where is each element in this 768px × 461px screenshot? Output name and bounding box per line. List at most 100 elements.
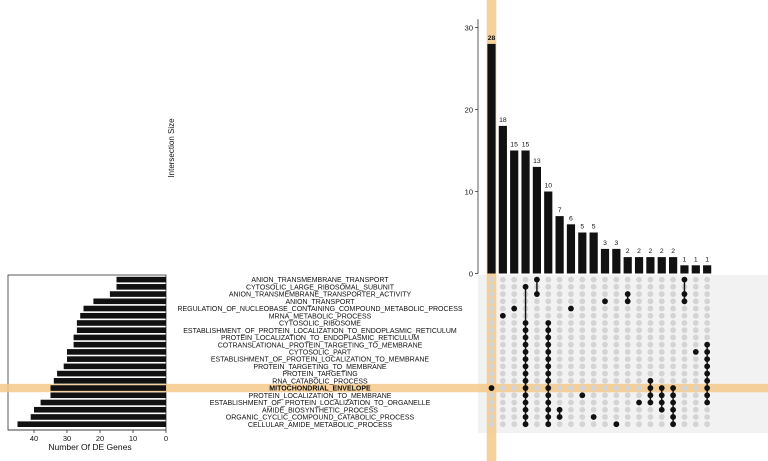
matrix-empty-dot bbox=[647, 406, 654, 413]
matrix-empty-dot bbox=[658, 370, 665, 377]
matrix-active-dot bbox=[624, 291, 631, 297]
matrix-active-dot bbox=[692, 349, 699, 355]
matrix-empty-dot bbox=[658, 298, 665, 305]
matrix-empty-dot bbox=[647, 356, 654, 363]
intersection-bar bbox=[532, 166, 541, 274]
matrix-empty-dot bbox=[636, 356, 642, 363]
matrix-active-dot bbox=[545, 385, 552, 391]
set-size-bar bbox=[34, 406, 166, 413]
matrix-empty-dot bbox=[488, 399, 495, 406]
intersection-bar-label: 28 bbox=[488, 35, 496, 42]
matrix-empty-dot bbox=[511, 298, 518, 305]
matrix-empty-dot bbox=[602, 392, 608, 399]
matrix-active-dot bbox=[579, 392, 586, 399]
matrix-empty-dot bbox=[568, 356, 574, 363]
matrix-empty-dot bbox=[488, 312, 495, 319]
matrix-empty-dot bbox=[590, 399, 597, 406]
matrix-active-dot bbox=[670, 385, 676, 391]
matrix-empty-dot bbox=[658, 341, 665, 348]
matrix-empty-dot bbox=[602, 276, 608, 283]
matrix-empty-dot bbox=[692, 370, 699, 377]
matrix-active-dot bbox=[545, 320, 552, 326]
matrix-active-dot bbox=[658, 392, 665, 399]
matrix-active-dot bbox=[670, 399, 676, 406]
matrix-empty-dot bbox=[636, 421, 642, 428]
matrix-empty-dot bbox=[658, 356, 665, 363]
matrix-empty-dot bbox=[636, 320, 642, 326]
matrix-active-dot bbox=[647, 392, 654, 399]
matrix-empty-dot bbox=[579, 283, 586, 290]
set-size-bar bbox=[116, 284, 166, 290]
matrix-empty-dot bbox=[692, 283, 699, 290]
matrix-empty-dot bbox=[556, 320, 563, 326]
intersection-bar bbox=[669, 257, 678, 274]
matrix-empty-dot bbox=[499, 392, 506, 399]
matrix-empty-dot bbox=[488, 305, 495, 312]
matrix-empty-dot bbox=[602, 414, 608, 420]
matrix-active-dot bbox=[522, 327, 529, 334]
matrix-empty-dot bbox=[704, 334, 711, 341]
matrix-empty-dot bbox=[613, 291, 620, 297]
matrix-empty-dot bbox=[488, 377, 495, 384]
matrix-empty-dot bbox=[624, 341, 631, 348]
matrix-empty-dot bbox=[534, 399, 540, 406]
matrix-empty-dot bbox=[624, 276, 631, 283]
matrix-empty-dot bbox=[704, 298, 711, 305]
matrix-empty-dot bbox=[692, 363, 699, 370]
matrix-empty-dot bbox=[534, 392, 540, 399]
matrix-empty-dot bbox=[488, 334, 495, 341]
matrix-empty-dot bbox=[636, 392, 642, 399]
matrix-empty-dot bbox=[534, 377, 540, 384]
matrix-empty-dot bbox=[613, 298, 620, 305]
matrix-empty-dot bbox=[499, 399, 506, 406]
matrix-empty-dot bbox=[499, 320, 506, 326]
matrix-empty-dot bbox=[568, 320, 574, 326]
matrix-empty-dot bbox=[636, 312, 642, 319]
matrix-empty-dot bbox=[624, 421, 631, 428]
matrix-empty-dot bbox=[647, 291, 654, 297]
matrix-active-dot bbox=[704, 392, 711, 399]
matrix-active-dot bbox=[704, 356, 711, 363]
matrix-empty-dot bbox=[624, 363, 631, 370]
matrix-empty-dot bbox=[534, 320, 540, 326]
matrix-empty-dot bbox=[624, 377, 631, 384]
matrix-empty-dot bbox=[624, 327, 631, 334]
matrix-empty-dot bbox=[579, 291, 586, 297]
intersection-bar bbox=[510, 150, 519, 274]
set-size-axis-tick-label: 0 bbox=[164, 434, 168, 443]
matrix-active-dot bbox=[522, 349, 529, 355]
matrix-empty-dot bbox=[499, 283, 506, 290]
matrix-empty-dot bbox=[499, 341, 506, 348]
intersection-bar bbox=[623, 257, 632, 274]
matrix-empty-dot bbox=[534, 312, 540, 319]
matrix-active-dot bbox=[522, 399, 529, 406]
matrix-empty-dot bbox=[579, 334, 586, 341]
matrix-empty-dot bbox=[624, 370, 631, 377]
matrix-empty-dot bbox=[624, 312, 631, 319]
matrix-empty-dot bbox=[647, 341, 654, 348]
matrix-active-dot bbox=[636, 399, 642, 406]
intersection-bar bbox=[589, 232, 598, 274]
matrix-empty-dot bbox=[681, 414, 688, 420]
set-size-bar bbox=[63, 363, 167, 370]
matrix-empty-dot bbox=[499, 327, 506, 334]
matrix-empty-dot bbox=[602, 327, 608, 334]
matrix-empty-dot bbox=[658, 414, 665, 420]
matrix-empty-dot bbox=[568, 327, 574, 334]
matrix-empty-dot bbox=[681, 356, 688, 363]
matrix-empty-dot bbox=[636, 377, 642, 384]
intersection-axis-label: Intersection Size bbox=[167, 118, 176, 178]
set-label: ORGANIC_CYCLIC_COMPOUND_CATABOLIC_PROCES… bbox=[226, 415, 415, 422]
matrix-empty-dot bbox=[534, 334, 540, 341]
matrix-empty-dot bbox=[636, 370, 642, 377]
matrix-empty-dot bbox=[636, 276, 642, 283]
matrix-empty-dot bbox=[613, 399, 620, 406]
matrix-empty-dot bbox=[636, 334, 642, 341]
matrix-empty-dot bbox=[613, 276, 620, 283]
matrix-empty-dot bbox=[499, 334, 506, 341]
matrix-empty-dot bbox=[511, 406, 518, 413]
matrix-empty-dot bbox=[579, 414, 586, 420]
